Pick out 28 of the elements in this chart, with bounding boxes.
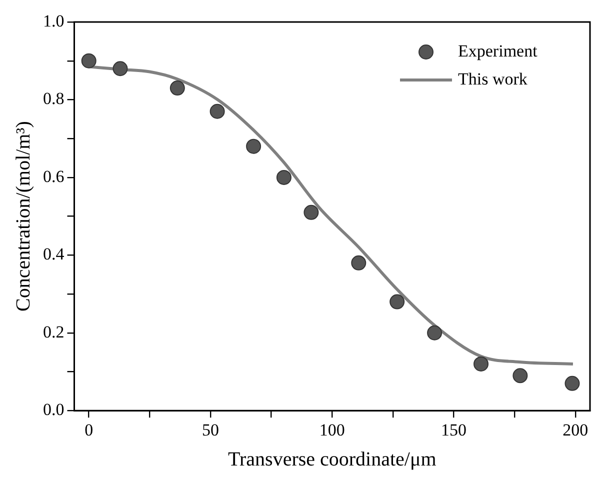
y-tick-label: 1.0	[43, 11, 64, 30]
text: 0.0	[43, 400, 64, 420]
x-tick-label: 0	[84, 420, 94, 440]
x-tick-label: 150	[441, 420, 467, 440]
point	[512, 368, 528, 384]
point	[210, 104, 225, 119]
point	[81, 53, 96, 68]
point	[564, 376, 580, 391]
y-tick-label: 0.2	[43, 322, 64, 342]
point	[112, 61, 128, 76]
x-axis-title: Transverse coordinate/μm	[228, 448, 437, 470]
y-tick-label: 0.4	[43, 244, 65, 264]
y-tick-label: 0.8	[43, 89, 64, 108]
legend-label: Experiment	[458, 41, 538, 60]
x-tick-label: 200	[562, 420, 588, 440]
point	[351, 255, 366, 270]
point	[427, 325, 442, 340]
x-tick-label: 100	[319, 420, 345, 440]
point	[246, 138, 262, 154]
point	[170, 80, 185, 96]
x-tick-label: 50	[202, 420, 219, 440]
y-axis-title: Concentration/(mol/m³)	[12, 121, 34, 312]
legend-label: This work	[458, 69, 528, 88]
point	[304, 204, 319, 220]
point	[474, 356, 489, 372]
point	[390, 294, 405, 310]
y-tick-label: 0.6	[43, 166, 64, 186]
point	[276, 170, 292, 185]
